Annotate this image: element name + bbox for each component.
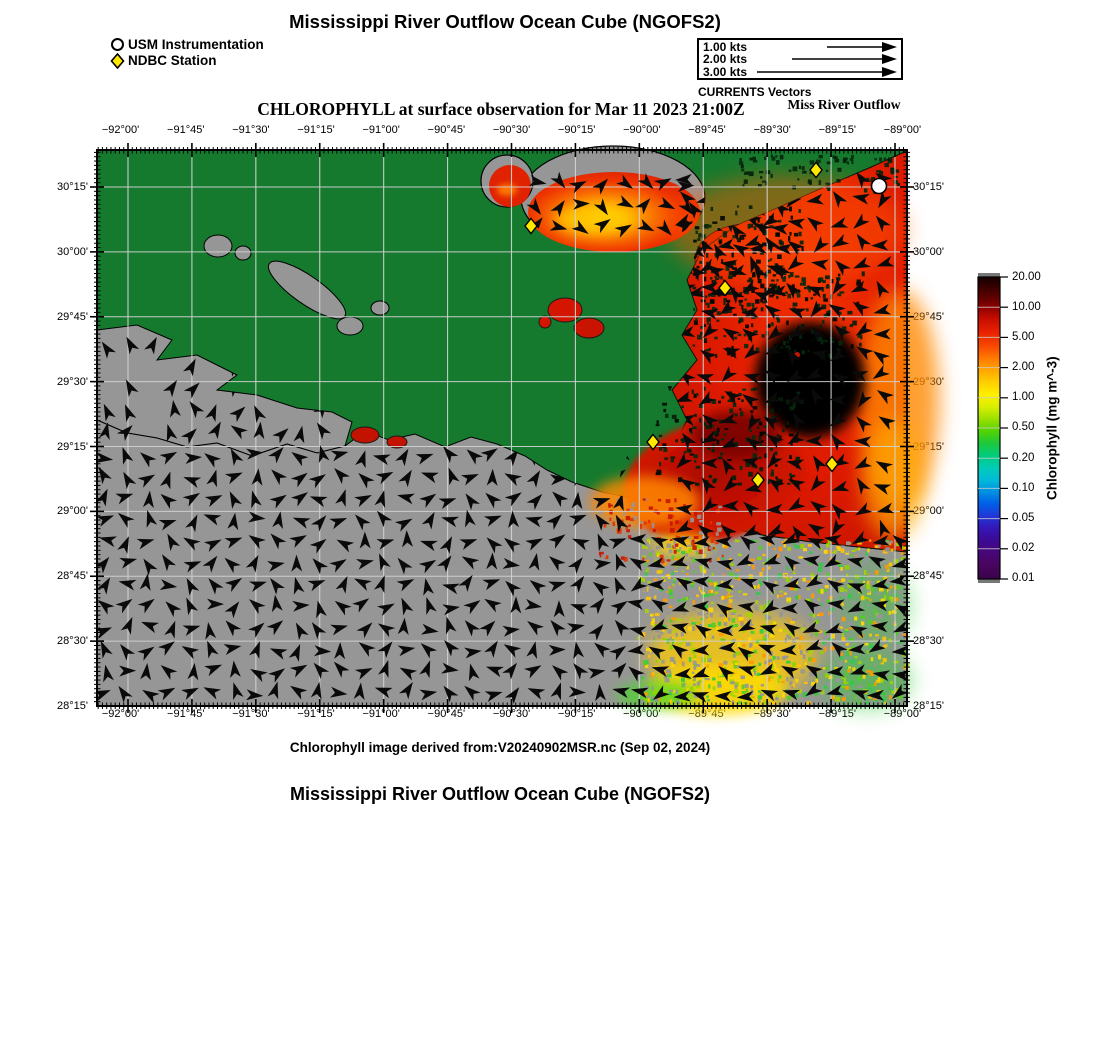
x-tick-label: −89°30' (753, 124, 791, 136)
currents-key-arrow-icon (827, 42, 897, 53)
miss-river-outflow-label: Miss River Outflow (787, 97, 901, 112)
usm-instrumentation-marker (870, 177, 888, 195)
x-axis-labels-top: −92°00' −91°45' −91°30' −91°15' −91°00' −90°4… (88, 124, 935, 138)
colorbar-tick-label: 0.02 (1012, 541, 1035, 554)
page-title: Mississippi River Outflow Ocean Cube (NG… (289, 11, 721, 32)
usm-circle-icon (111, 37, 124, 51)
footer-title: Mississippi River Outflow Ocean Cube (NG… (289, 784, 711, 804)
y-tick-label: 30°15' (913, 181, 944, 193)
x-tick-label: −90°00' (623, 124, 661, 136)
x-tick-label: −89°45' (688, 124, 726, 136)
colorbar-tick-label: 5.00 (1012, 331, 1035, 344)
x-tick-label: −89°15' (818, 708, 856, 720)
ndbc-station-marker (809, 161, 823, 179)
x-tick-label: −90°15' (557, 124, 596, 136)
x-tick-label: −90°30' (492, 124, 531, 136)
legend-usm: USM Instrumentation (110, 36, 264, 53)
x-tick-label: −90°15' (557, 708, 596, 720)
colorbar-tick-label: 0.20 (1012, 451, 1035, 464)
ndbc-diamond-icon (110, 52, 125, 69)
currents-key-label: 2.00 kts (703, 52, 748, 67)
colorbar-tick-label: 10.00 (1012, 301, 1041, 314)
legend-usm-label: USM Instrumentation (128, 36, 264, 52)
currents-key-label: 1.00 kts (703, 40, 748, 55)
currents-key-row: 2.00 kts (703, 53, 897, 65)
station-markers (524, 161, 888, 489)
colorbar-tick-label: 0.01 (1012, 571, 1035, 584)
currents-key-row: 3.00 kts (703, 66, 897, 78)
x-tick-label: −89°00' (883, 124, 922, 136)
ndbc-station-marker (646, 433, 660, 451)
x-tick-label: −91°00' (362, 708, 400, 720)
x-tick-label: −91°00' (362, 124, 400, 136)
x-tick-label: −91°15' (297, 124, 335, 136)
colorbar-tick-label: 1.00 (1012, 391, 1035, 404)
station-legend: USM Instrumentation NDBC Station (110, 36, 264, 69)
y-tick-label: 30°00' (913, 245, 944, 258)
ndbc-station-marker (825, 455, 839, 473)
y-tick-label: 29°00' (913, 505, 944, 518)
colorbar-tick-label: 0.05 (1012, 511, 1035, 524)
x-tick-label: −91°45' (167, 124, 205, 136)
y-tick-label: 29°45' (57, 310, 88, 323)
legend-ndbc-label: NDBC Station (128, 53, 217, 69)
currents-key-row: 1.00 kts (703, 41, 897, 53)
y-tick-label: 28°15' (57, 700, 88, 712)
ndbc-station-marker (751, 471, 765, 489)
x-tick-label: −90°45' (427, 708, 466, 720)
x-tick-label: −92°00' (101, 124, 140, 136)
colorbar-tick-labels: 20.00 10.00 5.00 2.00 1.00 0.50 0.20 0.10 0.05 0.… (1012, 270, 1058, 585)
lake-maurepas (480, 154, 534, 208)
currents-key-arrow-icon (757, 66, 897, 77)
small-red-lakes (350, 297, 605, 449)
x-tick-label: −89°30' (753, 708, 791, 720)
colorbar-axis-label: Chlorophyll (mg m^-3) (1044, 356, 1060, 500)
y-tick-label: 29°30' (57, 375, 88, 388)
y-tick-label: 28°30' (57, 635, 88, 648)
x-tick-label: −91°15' (297, 708, 335, 720)
colorbar-tick-label: 2.00 (1012, 361, 1035, 374)
y-axis-labels-left: 30°15' 30°00' 29°45' 29°30' 29°15' 29°00' 28°4… (18, 180, 88, 713)
colorbar-gradient (977, 273, 1008, 583)
red-bright-patch (667, 175, 907, 285)
y-tick-label: 30°00' (57, 245, 88, 258)
currents-key-label: 3.00 kts (703, 64, 748, 79)
map-canvas (90, 143, 939, 715)
y-tick-label: 28°30' (913, 635, 944, 648)
plot-frame (96, 149, 908, 707)
ndbc-station-marker (524, 217, 538, 235)
plot-subtitle: CHLOROPHYLL at surface observation for M… (257, 99, 745, 119)
y-tick-label: 28°45' (913, 570, 944, 583)
y-tick-label: 29°00' (57, 505, 88, 518)
x-tick-label: −90°00' (623, 708, 661, 720)
colorbar-tick-label: 20.00 (1012, 271, 1041, 283)
colorbar-tick-label: 0.10 (1012, 481, 1035, 494)
ndbc-station-marker (718, 279, 732, 297)
x-tick-label: −89°00' (883, 708, 922, 720)
x-tick-label: −91°30' (232, 124, 270, 136)
y-tick-label: 30°15' (57, 181, 88, 193)
y-tick-label: 28°15' (913, 700, 944, 712)
currents-vector-key: 1.00 kts 2.00 kts 3.00 kts (697, 38, 903, 80)
x-tick-label: −90°45' (427, 124, 466, 136)
x-tick-label: −92°00' (101, 708, 140, 720)
source-caption: Chlorophyll image derived from:V20240902… (289, 740, 711, 755)
currents-key-arrow-icon (792, 54, 897, 65)
colorbar (977, 273, 1012, 584)
orange-patch-east2 (863, 420, 923, 540)
map-plot (90, 143, 939, 715)
colorbar-tick-label: 0.50 (1012, 421, 1035, 434)
legend-ndbc: NDBC Station (110, 52, 264, 70)
x-tick-label: −91°45' (167, 708, 205, 720)
x-tick-label: −90°30' (492, 708, 531, 720)
x-tick-label: −91°30' (232, 708, 270, 720)
y-tick-label: 28°45' (57, 570, 88, 583)
y-tick-label: 29°15' (57, 440, 88, 453)
x-tick-label: −89°15' (818, 124, 856, 136)
currents-key-caption: CURRENTS Vectors (698, 85, 812, 99)
